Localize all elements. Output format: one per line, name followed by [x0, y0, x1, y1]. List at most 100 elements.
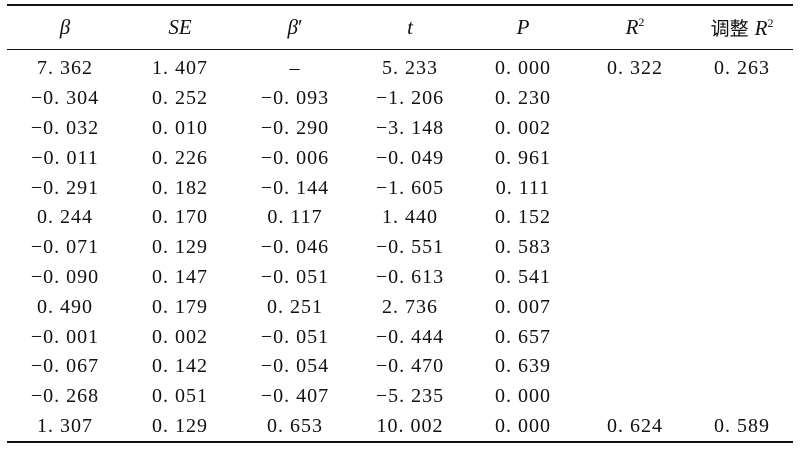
cell-t: −0. 613 [375, 265, 445, 288]
cell-p: 0. 000 [495, 385, 551, 408]
table-row: −0. 011 0. 226 −0. 006 −0. 049 0. 961 [7, 143, 793, 173]
table-row: 0. 244 0. 170 0. 117 1. 440 0. 152 [7, 203, 793, 233]
cell-adjusted-r-squared [691, 352, 793, 382]
cell-t: −0. 049 [375, 146, 445, 169]
cell-se: 0. 002 [152, 325, 208, 348]
cell-se: 0. 179 [152, 295, 208, 318]
cell-beta: −0. 032 [30, 116, 100, 139]
cell-beta-prime: −0. 051 [260, 265, 330, 288]
cell-beta-prime: −0. 006 [260, 146, 330, 169]
cell-beta-prime: 0. 251 [267, 295, 323, 318]
table-body: 7. 362 1. 407 – 5. 233 0. 000 0. 322 0. 263 −0.… [7, 50, 793, 444]
cell-adjusted-r-squared [691, 173, 793, 203]
cell-beta-prime: −0. 093 [260, 87, 330, 110]
table-row: −0. 291 0. 182 −0. 144 −1. 605 0. 111 [7, 173, 793, 203]
cell-beta: 0. 244 [37, 206, 93, 229]
cell-beta-prime: −0. 290 [260, 116, 330, 139]
cell-beta-prime: 0. 653 [237, 411, 353, 444]
cell-r-squared [579, 263, 691, 293]
header-se: SE [123, 4, 237, 50]
cell-se: 0. 226 [152, 146, 208, 169]
cell-p: 0. 111 [495, 176, 551, 199]
cell-r-squared [579, 233, 691, 263]
cell-beta: 1. 307 [7, 411, 123, 444]
cell-adjusted-r-squared [691, 382, 793, 412]
cell-p: 0. 961 [495, 146, 551, 169]
cell-beta-prime: −0. 144 [260, 176, 330, 199]
cell-t: 2. 736 [382, 295, 438, 318]
cell-beta: −0. 268 [30, 385, 100, 408]
cell-beta-prime: 0. 117 [267, 206, 323, 229]
cell-adjusted-r-squared [691, 292, 793, 322]
cell-adjusted-r-squared [691, 84, 793, 114]
cell-p: 0. 152 [495, 206, 551, 229]
cell-beta: −0. 011 [31, 146, 99, 169]
cell-t: −5. 235 [375, 385, 445, 408]
cell-beta-prime: −0. 407 [260, 385, 330, 408]
table-row: 0. 490 0. 179 0. 251 2. 736 0. 007 [7, 292, 793, 322]
cell-beta: −0. 001 [30, 325, 100, 348]
table-row: 7. 362 1. 407 – 5. 233 0. 000 0. 322 0. 263 [7, 50, 793, 84]
cell-p: 0. 000 [495, 57, 551, 80]
cell-adjusted-r-squared [691, 203, 793, 233]
header-adjusted-r-squared: 调整 R2 [691, 4, 793, 50]
cell-t: −1. 206 [375, 87, 445, 110]
header-p: P [467, 4, 579, 50]
cell-se: 0. 051 [152, 385, 208, 408]
cell-adjusted-r-squared [691, 322, 793, 352]
cell-se: 0. 129 [123, 411, 237, 444]
table-row: −0. 268 0. 051 −0. 407 −5. 235 0. 000 [7, 382, 793, 412]
cell-adjusted-r-squared [691, 114, 793, 144]
cell-se: 0. 142 [152, 355, 208, 378]
cell-p: 0. 657 [495, 325, 551, 348]
cell-p: 0. 230 [495, 87, 551, 110]
cell-beta: −0. 090 [30, 265, 100, 288]
cell-se: 0. 010 [152, 116, 208, 139]
cell-p: 0. 002 [495, 116, 551, 139]
cell-se: 1. 407 [152, 57, 208, 80]
cell-r-squared [579, 292, 691, 322]
cell-p: 0. 639 [495, 355, 551, 378]
cell-p: 0. 583 [495, 236, 551, 259]
cell-beta: −0. 067 [30, 355, 100, 378]
cell-p: 0. 000 [467, 411, 579, 444]
cell-t: 10. 002 [353, 411, 467, 444]
cell-se: 0. 182 [152, 176, 208, 199]
header-t: t [353, 4, 467, 50]
cell-r-squared: 0. 624 [579, 411, 691, 444]
table-row: −0. 304 0. 252 −0. 093 −1. 206 0. 230 [7, 84, 793, 114]
cell-r-squared: 0. 322 [607, 57, 663, 80]
table-row: −0. 032 0. 010 −0. 290 −3. 148 0. 002 [7, 114, 793, 144]
cell-beta-prime: −0. 051 [260, 325, 330, 348]
cell-beta: −0. 071 [30, 236, 100, 259]
table-row: 1. 307 0. 129 0. 653 10. 002 0. 000 0. 624 0. … [7, 411, 793, 444]
cell-adjusted-r-squared: 0. 263 [714, 57, 770, 80]
cell-t: 5. 233 [382, 57, 438, 80]
cell-r-squared [579, 382, 691, 412]
cell-r-squared [579, 352, 691, 382]
table-row: −0. 071 0. 129 −0. 046 −0. 551 0. 583 [7, 233, 793, 263]
cell-r-squared [579, 114, 691, 144]
header-r-squared: R2 [579, 4, 691, 50]
cell-se: 0. 147 [152, 265, 208, 288]
cell-r-squared [579, 203, 691, 233]
header-row: β SE β′ t P R2 调整 R2 [7, 4, 793, 50]
cell-t: −0. 470 [375, 355, 445, 378]
cell-adjusted-r-squared [691, 233, 793, 263]
cell-t: −0. 551 [375, 236, 445, 259]
cell-beta-prime: −0. 054 [260, 355, 330, 378]
cell-beta: 0. 490 [37, 295, 93, 318]
cell-se: 0. 252 [152, 87, 208, 110]
cell-adjusted-r-squared: 0. 589 [691, 411, 793, 444]
cell-se: 0. 170 [152, 206, 208, 229]
header-beta: β [7, 4, 123, 50]
cell-beta: −0. 304 [30, 87, 100, 110]
cell-beta: −0. 291 [30, 176, 100, 199]
cell-adjusted-r-squared [691, 263, 793, 293]
cell-p: 0. 007 [495, 295, 551, 318]
cell-t: −3. 148 [375, 116, 445, 139]
cell-t: −0. 444 [375, 325, 445, 348]
cell-r-squared [579, 322, 691, 352]
cell-beta-prime: – [289, 57, 301, 80]
